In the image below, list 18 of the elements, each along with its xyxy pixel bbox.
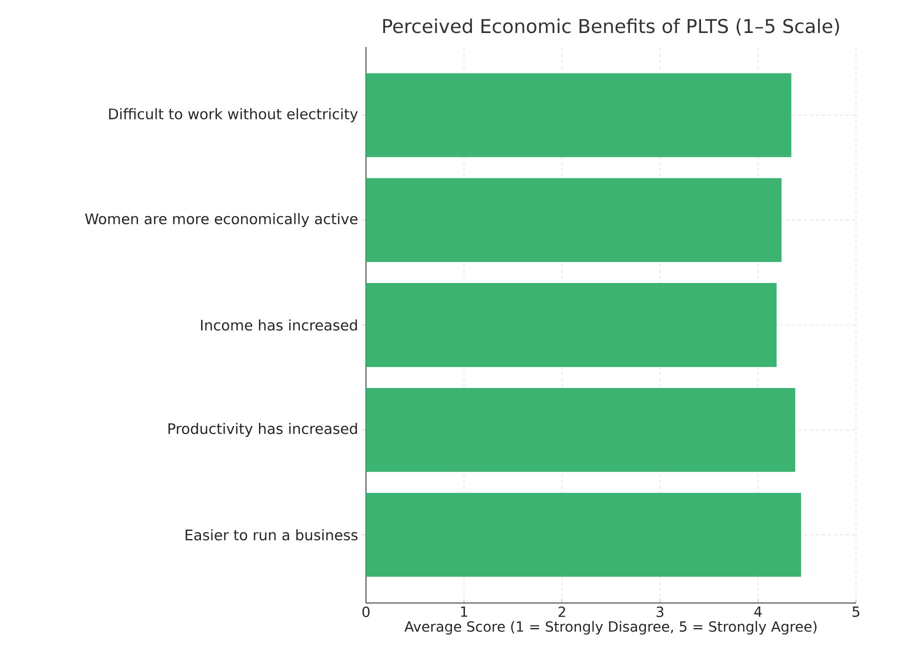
x-tick-label: 5 [852, 606, 860, 617]
bar [366, 178, 782, 262]
y-tick-label: Income has increased [201, 319, 357, 331]
bar [366, 73, 792, 158]
x-tick-label: 4 [754, 606, 762, 617]
x-tick-label: 2 [558, 606, 566, 617]
x-tick-label: 3 [656, 606, 664, 618]
bar [366, 388, 796, 472]
x-axis-title: Average Score (1 = Strongly Disagree, 5 = Strongly Agree) [404, 620, 816, 635]
y-tick-label: Productivity has increased [168, 422, 357, 437]
y-tick-label: Difficult to work without electricity [109, 108, 358, 122]
x-tick-label: 0 [362, 606, 370, 618]
chart-title: Perceived Economic Benefits of PLTS (1–5 Scale) [383, 18, 840, 36]
bar [366, 492, 802, 577]
x-tick-label: 1 [461, 606, 468, 617]
y-tick-label: Easier to run a business [186, 529, 358, 540]
bar [366, 283, 777, 367]
y-tick-label: Women are more economically active [85, 213, 358, 228]
